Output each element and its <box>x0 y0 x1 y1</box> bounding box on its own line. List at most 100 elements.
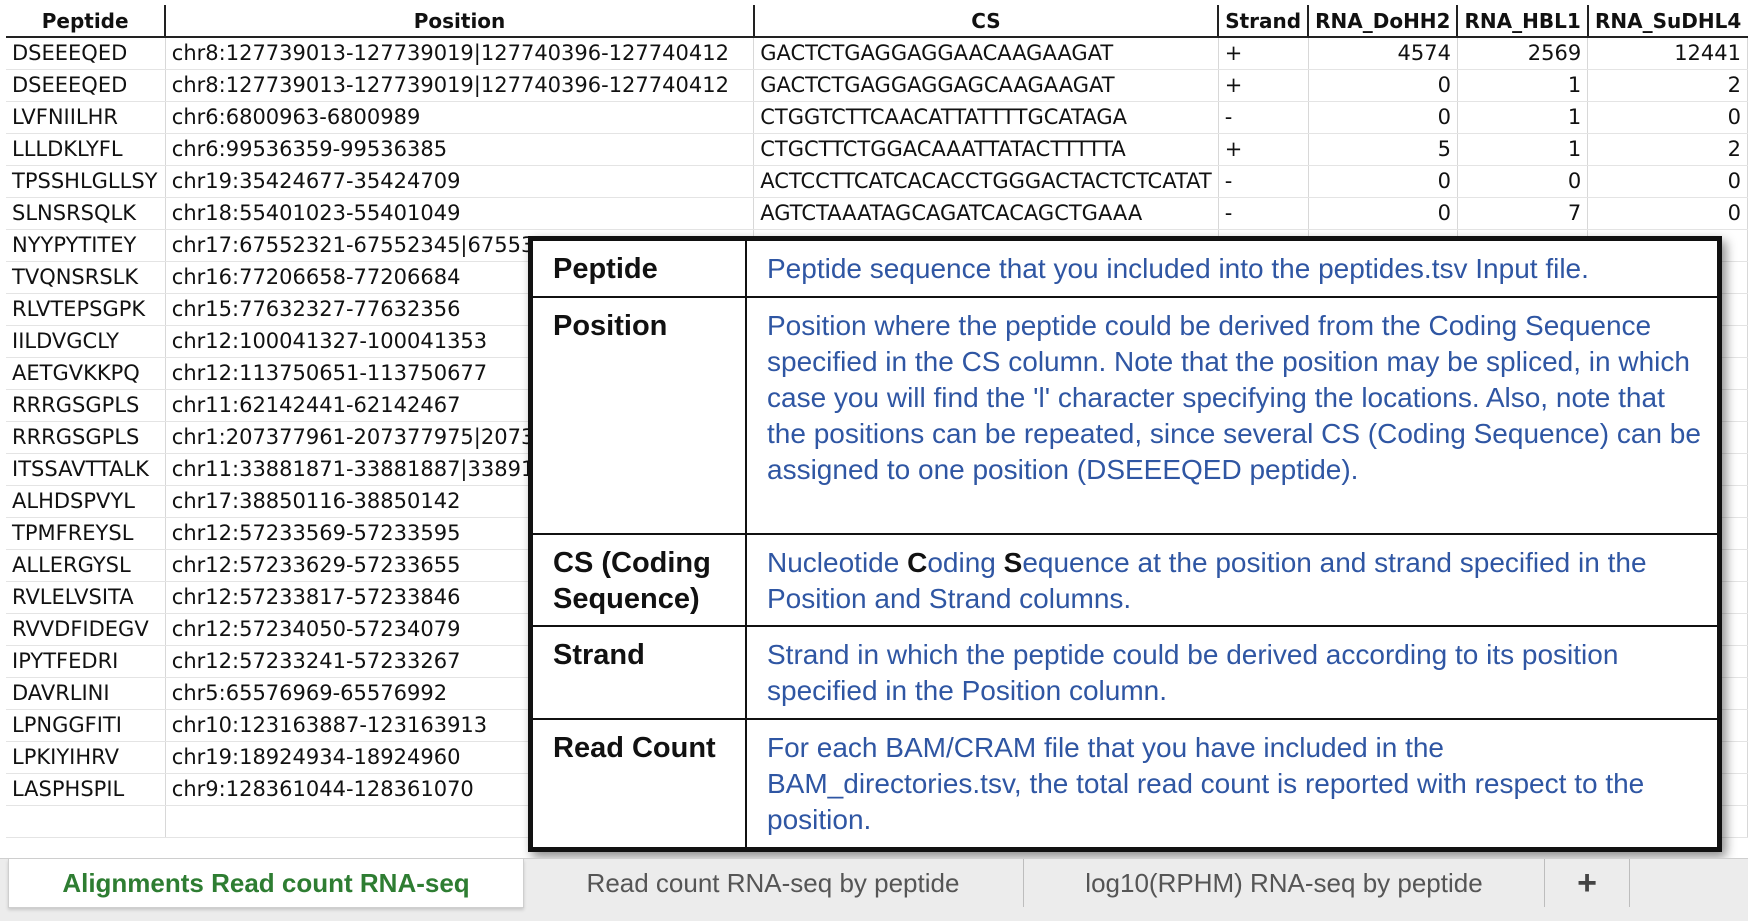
cell-rna-hbl1[interactable]: 2569 <box>1457 37 1589 70</box>
definition-cs-part: oding <box>927 547 1004 578</box>
table-row[interactable]: DSEEEQED chr8:127739013-127739019|1277403… <box>6 69 1748 102</box>
cell-rna-dohh2[interactable]: 0 <box>1308 69 1458 102</box>
cell-rna-sudhl4[interactable]: 2 <box>1587 69 1748 102</box>
cell-strand[interactable]: - <box>1218 197 1309 230</box>
cell-cs[interactable]: AGTCTAAATAGCAGATCACAGCTGAAA <box>753 197 1219 230</box>
cell-peptide[interactable]: NYYPYTITEY <box>6 229 166 262</box>
cell-peptide[interactable]: LLLDKLYFL <box>6 133 166 166</box>
cell-peptide[interactable]: ITSSAVTTALK <box>6 453 166 486</box>
cell-rna-dohh2[interactable]: 5 <box>1308 133 1458 166</box>
column-header-strand[interactable]: Strand <box>1218 5 1310 38</box>
table-row[interactable]: LVFNIILHR chr6:6800963-6800989 CTGGTCTTCAA… <box>6 101 1748 134</box>
description-row-cs: CS (Coding Sequence) Nucleotide Coding S… <box>531 533 1719 627</box>
description-row-position: Position Position where the peptide coul… <box>531 296 1719 535</box>
cell-position[interactable]: chr6:99536359-99536385 <box>165 133 755 166</box>
definition-position: Position where the peptide could be deri… <box>745 296 1719 535</box>
cell-peptide[interactable]: TPSSHLGLLSY <box>6 165 166 198</box>
cell-strand[interactable]: + <box>1218 37 1309 70</box>
cell-rna-hbl1[interactable]: 0 <box>1457 165 1589 198</box>
description-table: Peptide Peptide sequence that you includ… <box>531 239 1719 849</box>
description-row-peptide: Peptide Peptide sequence that you includ… <box>531 239 1719 298</box>
cell-peptide[interactable]: ALLERGYSL <box>6 549 166 582</box>
cell-peptide[interactable]: IILDVGCLY <box>6 325 166 358</box>
column-description-overlay: Peptide Peptide sequence that you includ… <box>528 236 1722 852</box>
definition-peptide: Peptide sequence that you included into … <box>745 239 1719 298</box>
table-row[interactable]: LLLDKLYFL chr6:99536359-99536385 CTGCTTCTG… <box>6 133 1748 166</box>
definition-strand: Strand in which the peptide could be der… <box>745 625 1719 720</box>
cell-rna-dohh2[interactable]: 0 <box>1308 197 1458 230</box>
definition-cs-emphasis-s: S <box>1003 547 1023 578</box>
cell-position[interactable]: chr6:6800963-6800989 <box>165 101 755 134</box>
term-strand: Strand <box>531 625 747 720</box>
cell-peptide[interactable]: DAVRLINI <box>6 677 166 710</box>
cell-peptide[interactable]: LPNGGFITI <box>6 709 166 742</box>
cell-peptide[interactable]: ALHDSPVYL <box>6 485 166 518</box>
column-header-cs[interactable]: CS <box>753 5 1220 38</box>
cell-peptide[interactable]: RLVTEPSGPK <box>6 293 166 326</box>
cell-strand[interactable]: - <box>1218 101 1309 134</box>
term-peptide: Peptide <box>531 239 747 298</box>
cell-cs[interactable]: ACTCCTTCATCACACCTGGGACTACTCTCATAT <box>753 165 1219 198</box>
tab-read-count-by-peptide[interactable]: Read count RNA-seq by peptide <box>523 859 1024 907</box>
cell-rna-sudhl4[interactable]: 12441 <box>1587 37 1748 70</box>
cell-rna-hbl1[interactable]: 1 <box>1457 69 1589 102</box>
definition-cs-part: equence at the position and strand speci… <box>767 547 1647 614</box>
definition-read-count: For each BAM/CRAM file that you have inc… <box>745 718 1719 849</box>
cell-peptide[interactable]: RVLELVSITA <box>6 581 166 614</box>
header-row: Peptide Position CS Strand RNA_DoHH2 RNA… <box>6 5 1748 38</box>
cell-peptide[interactable]: LVFNIILHR <box>6 101 166 134</box>
column-header-rna-sudhl4[interactable]: RNA_SuDHL4 <box>1587 5 1748 38</box>
cell-cs[interactable]: GACTCTGAGGAGGAGCAAGAAGAT <box>753 69 1219 102</box>
cell-peptide[interactable]: RRRGSGPLS <box>6 421 166 454</box>
cell-rna-hbl1[interactable]: 1 <box>1457 133 1589 166</box>
cell-rna-hbl1[interactable]: 7 <box>1457 197 1589 230</box>
cell-position[interactable]: chr8:127739013-127739019|127740396-12774… <box>165 69 755 102</box>
column-header-peptide[interactable]: Peptide <box>6 5 167 38</box>
cell-peptide[interactable]: LASPHSPIL <box>6 773 166 806</box>
cell-rna-dohh2[interactable]: 0 <box>1308 165 1458 198</box>
cell-peptide[interactable]: TVQNSRSLK <box>6 261 166 294</box>
table-row[interactable]: SLNSRSQLK chr18:55401023-55401049 AGTCTAAA… <box>6 197 1748 230</box>
cell-cs[interactable]: CTGGTCTTCAACATTATTTTGCATAGA <box>753 101 1219 134</box>
table-row[interactable]: DSEEEQED chr8:127739013-127739019|1277403… <box>6 37 1748 70</box>
cell-position[interactable]: chr1:207377961-207377975|2073 <box>165 421 755 454</box>
column-header-rna-dohh2[interactable]: RNA_DoHH2 <box>1308 5 1459 38</box>
cell-rna-dohh2[interactable]: 0 <box>1308 101 1458 134</box>
add-sheet-button[interactable]: + <box>1545 859 1630 907</box>
cell-peptide[interactable]: TPMFREYSL <box>6 517 166 550</box>
cell-peptide[interactable]: DSEEEQED <box>6 69 166 102</box>
empty-cell[interactable] <box>6 805 166 838</box>
cell-peptide[interactable]: SLNSRSQLK <box>6 197 166 230</box>
cell-rna-sudhl4[interactable]: 0 <box>1587 101 1748 134</box>
cell-strand[interactable]: + <box>1218 133 1309 166</box>
tab-alignments-read-count[interactable]: Alignments Read count RNA-seq <box>8 859 524 908</box>
table-row[interactable]: TPSSHLGLLSY chr19:35424677-35424709 ACTCCT… <box>6 165 1748 198</box>
definition-cs-emphasis-c: C <box>907 547 928 578</box>
description-row-strand: Strand Strand in which the peptide could… <box>531 625 1719 720</box>
cell-rna-hbl1[interactable]: 1 <box>1457 101 1589 134</box>
cell-rna-dohh2[interactable]: 4574 <box>1308 37 1458 70</box>
cell-peptide[interactable]: AETGVKKPQ <box>6 357 166 390</box>
cell-peptide[interactable]: LPKIYIHRV <box>6 741 166 774</box>
cell-rna-sudhl4[interactable]: 0 <box>1587 197 1748 230</box>
cell-peptide[interactable]: IPYTFEDRI <box>6 645 166 678</box>
cell-peptide[interactable]: RRRGSGPLS <box>6 389 166 422</box>
cell-position[interactable]: chr19:35424677-35424709 <box>165 165 755 198</box>
cell-peptide[interactable]: DSEEEQED <box>6 37 166 70</box>
cell-strand[interactable]: - <box>1218 165 1309 198</box>
term-read-count: Read Count <box>531 718 747 849</box>
cell-rna-sudhl4[interactable]: 0 <box>1587 165 1748 198</box>
cell-cs[interactable]: CTGCTTCTGGACAAATTATACTTTTTA <box>753 133 1219 166</box>
cell-rna-sudhl4[interactable]: 2 <box>1587 133 1748 166</box>
cell-peptide[interactable]: RVVDFIDEGV <box>6 613 166 646</box>
cell-position[interactable]: chr18:55401023-55401049 <box>165 197 755 230</box>
cell-strand[interactable]: + <box>1218 69 1309 102</box>
tab-log10-rphm-by-peptide[interactable]: log10(RPHM) RNA-seq by peptide <box>1024 859 1545 907</box>
definition-cs: Nucleotide Coding Sequence at the positi… <box>745 533 1719 627</box>
column-header-position[interactable]: Position <box>165 5 755 38</box>
column-header-rna-hbl1[interactable]: RNA_HBL1 <box>1457 5 1589 38</box>
term-position: Position <box>531 296 747 535</box>
description-row-read-count: Read Count For each BAM/CRAM file that y… <box>531 718 1719 849</box>
cell-cs[interactable]: GACTCTGAGGAGGAACAAGAAGAT <box>753 37 1219 70</box>
cell-position[interactable]: chr8:127739013-127739019|127740396-12774… <box>165 37 755 70</box>
